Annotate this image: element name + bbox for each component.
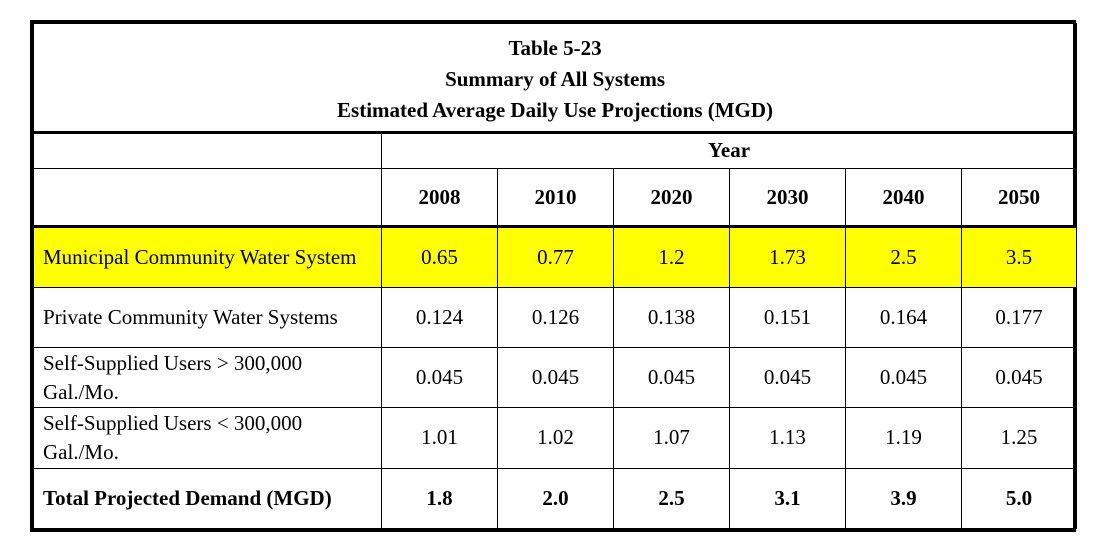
table-row: Self-Supplied Users > 300,000 Gal./Mo. 0… bbox=[33, 346, 1078, 409]
table-cell: 0.65 bbox=[381, 226, 498, 288]
table-cell: 0.77 bbox=[497, 226, 614, 288]
table-cell: 3.1 bbox=[729, 467, 846, 530]
table-cell: 1.19 bbox=[845, 407, 962, 469]
table-cell: 3.9 bbox=[845, 467, 962, 530]
table-cell: 2.0 bbox=[497, 467, 614, 530]
table-cell: 1.73 bbox=[729, 226, 846, 288]
year-2040-header: 2040 bbox=[845, 167, 962, 229]
total-row: Total Projected Demand (MGD) 1.8 2.0 2.5… bbox=[33, 467, 1078, 530]
table-cell: 0.045 bbox=[497, 346, 614, 409]
title-line-2: Summary of All Systems bbox=[445, 66, 665, 91]
blank-header-cell bbox=[33, 167, 382, 229]
year-2020-header: 2020 bbox=[613, 167, 730, 229]
table-cell: 1.07 bbox=[613, 407, 730, 469]
table-cell: 0.045 bbox=[729, 346, 846, 409]
table-cell: 0.045 bbox=[845, 346, 962, 409]
table-cell: 0.126 bbox=[497, 286, 614, 348]
title-line-1: Table 5-23 bbox=[508, 35, 602, 60]
table-cell: 0.045 bbox=[960, 346, 1078, 409]
year-label: Year bbox=[380, 131, 1078, 169]
table-cell: 0.151 bbox=[729, 286, 846, 348]
year-2008-header: 2008 bbox=[381, 167, 498, 229]
table-cell: 0.177 bbox=[960, 286, 1078, 348]
table-cell: 0.124 bbox=[381, 286, 498, 348]
table-cell: 0.045 bbox=[381, 346, 498, 409]
table-row: Self-Supplied Users < 300,000 Gal./Mo. 1… bbox=[33, 407, 1078, 469]
table-row: Municipal Community Water System 0.65 0.… bbox=[33, 226, 1078, 288]
projection-table: Table 5-23 Summary of All Systems Estima… bbox=[30, 20, 1078, 532]
year-2010-header: 2010 bbox=[497, 167, 614, 229]
row-label: Municipal Community Water System bbox=[33, 226, 382, 288]
year-2050-header: 2050 bbox=[960, 167, 1078, 229]
table-cell: 1.2 bbox=[613, 226, 730, 288]
table-title: Table 5-23 Summary of All Systems Estima… bbox=[32, 23, 1078, 134]
title-line-3: Estimated Average Daily Use Projections … bbox=[337, 97, 774, 122]
table-cell: 2.5 bbox=[845, 226, 962, 288]
table-cell: 1.8 bbox=[381, 467, 498, 530]
row-label: Private Community Water Systems bbox=[33, 286, 382, 348]
row-label: Self-Supplied Users < 300,000 Gal./Mo. bbox=[33, 407, 382, 469]
table-cell: 1.01 bbox=[381, 407, 498, 469]
table-cell: 0.138 bbox=[613, 286, 730, 348]
blank-header-cell bbox=[33, 131, 382, 169]
row-label: Self-Supplied Users > 300,000 Gal./Mo. bbox=[33, 346, 382, 409]
table-cell: 1.13 bbox=[729, 407, 846, 469]
year-2030-header: 2030 bbox=[729, 167, 846, 229]
table-cell: 1.25 bbox=[960, 407, 1078, 469]
table-cell: 1.02 bbox=[497, 407, 614, 469]
table-cell: 0.164 bbox=[845, 286, 962, 348]
row-label: Total Projected Demand (MGD) bbox=[33, 467, 382, 530]
table-cell: 0.045 bbox=[613, 346, 730, 409]
table-cell: 5.0 bbox=[960, 467, 1078, 530]
data-table: Table 5-23 Summary of All Systems Estima… bbox=[32, 23, 1078, 530]
table-row: Private Community Water Systems 0.124 0.… bbox=[33, 286, 1078, 348]
table-cell: 3.5 bbox=[960, 226, 1078, 288]
table-cell: 2.5 bbox=[613, 467, 730, 530]
